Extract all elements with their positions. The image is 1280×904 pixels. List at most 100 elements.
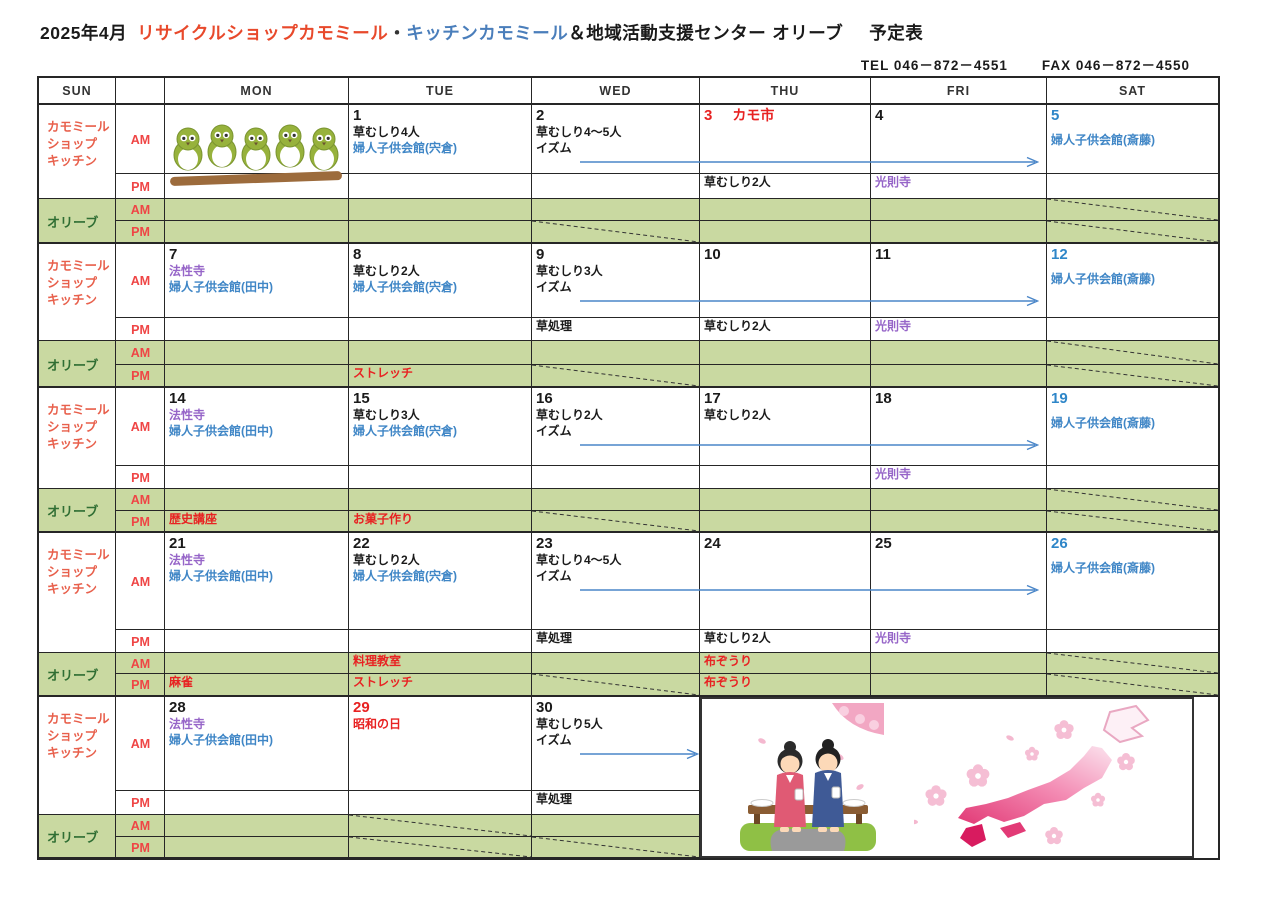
olive-row-label: オリーブ <box>39 814 116 858</box>
schedule-entry: イズム <box>536 279 572 294</box>
day-cell-am-tue: 29 昭和の日 <box>349 697 532 791</box>
olive-cell-am-mon <box>165 198 349 221</box>
kamomile-label-line: ショップ <box>47 564 98 579</box>
week-block-5: カモミール ショップ キッチン AM PM オリーブ AM PM 28 法性寺 婦人子供会館(田中)… <box>39 696 1218 858</box>
crossed-out-line <box>1047 511 1218 531</box>
kamomile-row-label: カモミール ショップ キッチン <box>39 697 116 815</box>
schedule-entry: 布ぞうり <box>704 675 753 689</box>
crossed-out-line <box>1047 221 1218 242</box>
olive-cell-am-thu <box>700 488 871 511</box>
schedule-entry: 草むしり2人 <box>704 408 771 422</box>
olive-cell-pm-fri <box>871 221 1047 243</box>
contact-info: TEL 046－872－4551 FAX 046－872－4550 <box>861 54 1190 74</box>
day-cell-am-mon: 21 法性寺 婦人子供会館(田中) <box>165 533 349 630</box>
day-cell-pm-sat <box>1047 630 1218 653</box>
title-recycle-shop: リサイクルショップカモミール <box>137 23 389 43</box>
schedule-entry: 草むしり2人 <box>704 631 771 645</box>
day-cell-pm-tue <box>349 791 532 815</box>
schedule-entry: 婦人子供会館(斎藤) <box>1051 133 1155 147</box>
day-cell-am-wed: 16 草むしり2人 イズム <box>532 388 700 466</box>
day-cell-pm-tue <box>349 630 532 653</box>
crossed-out-line <box>349 815 531 836</box>
crossed-out-line <box>1047 341 1218 364</box>
kamomile-label-line: キッチン <box>47 436 98 451</box>
day-number: 24 <box>704 535 721 552</box>
olive-cell-am-sat <box>1047 198 1218 221</box>
day-number: 12 <box>1051 246 1068 263</box>
crossed-out-line <box>1047 653 1218 673</box>
day-event-inline: カモ市 <box>732 107 775 123</box>
kamomile-label-line: ショップ <box>47 419 98 434</box>
olive-cell-pm-sat <box>1047 674 1218 696</box>
day-cell-pm-wed: 草処理 <box>532 630 700 653</box>
olive-cell-pm-thu <box>700 365 871 387</box>
olive-cell-am-mon <box>165 340 349 365</box>
olive-cell-pm-wed <box>532 674 700 696</box>
day-cell-pm-mon <box>165 318 349 341</box>
day-number: 5 <box>1051 107 1060 124</box>
day-cell-pm-mon <box>165 630 349 653</box>
day-cell-am-wed: 30 草むしり5人 イズム <box>532 697 700 791</box>
schedule-entry: 料理教室 <box>353 654 402 668</box>
day-number: 1 <box>353 107 362 124</box>
day-cell-am-tue: 1 草むしり4人 婦人子供会館(宍倉) <box>349 105 532 174</box>
kamomile-label-line: キッチン <box>47 153 98 168</box>
schedule-arrow <box>580 583 1040 596</box>
day-cell-am-tue: 15 草むしり3人 婦人子供会館(宍倉) <box>349 388 532 466</box>
olive-cell-am-mon <box>165 488 349 511</box>
day-cell-am-sat: 5 婦人子供会館(斎藤) <box>1047 105 1218 174</box>
olive-cell-am-wed <box>532 488 700 511</box>
day-number: 8 <box>353 246 362 263</box>
pm-label: PM <box>116 174 165 199</box>
japan-map-illustration <box>914 704 1150 847</box>
olive-cell-am-tue: 料理教室 <box>349 652 532 674</box>
crossed-out-line <box>532 221 699 242</box>
title-suffix: 予定表 <box>869 23 924 43</box>
crossed-out-line <box>532 674 699 695</box>
olive-cell-am-mon <box>165 652 349 674</box>
olive-cell-am-wed <box>532 340 700 365</box>
schedule-arrow <box>580 155 1040 168</box>
olive-cell-am-fri <box>871 652 1047 674</box>
olive-cell-pm-fri <box>871 511 1047 532</box>
olive-cell-am-wed <box>532 652 700 674</box>
day-number: 9 <box>536 246 545 263</box>
day-number: 23 <box>536 535 553 552</box>
olive-cell-pm-mon <box>165 365 349 387</box>
day-number: 3 カモ市 <box>704 107 775 124</box>
hanami-illustration <box>740 702 884 851</box>
schedule-entry: 草処理 <box>536 319 573 333</box>
day-number: 15 <box>353 390 370 407</box>
olive-cell-pm-mon: 麻雀 <box>165 674 349 696</box>
olive-cell-pm-mon <box>165 221 349 243</box>
day-number: 22 <box>353 535 370 552</box>
day-number: 21 <box>169 535 186 552</box>
olive-cell-am-wed <box>532 198 700 221</box>
olive-cell-pm-wed <box>532 837 700 858</box>
olive-cell-pm-sat <box>1047 221 1218 243</box>
schedule-entry: 草処理 <box>536 631 573 645</box>
day-number: 28 <box>169 699 186 716</box>
olive-cell-pm-thu <box>700 221 871 243</box>
olive-cell-am-tue <box>349 198 532 221</box>
schedule-entry: 草むしり4～5人 <box>536 125 622 139</box>
schedule-entry: 草むしり2人 <box>536 408 603 422</box>
olive-cell-pm-tue: ストレッチ <box>349 365 532 387</box>
day-number: 29 <box>353 699 370 716</box>
olive-cell-am-thu <box>700 198 871 221</box>
crossed-out-line <box>532 365 699 386</box>
day-cell-pm-tue <box>349 466 532 489</box>
fax-number: FAX 046－872－4550 <box>1041 58 1190 73</box>
olive-cell-am-tue <box>349 814 532 837</box>
day-cell-pm-tue <box>349 174 532 199</box>
schedule-entry: 昭和の日 <box>353 717 402 731</box>
calendar-table: SUN MON TUE WED THU FRI SAT カモミール ショップ キッチン AM PM オ… <box>37 76 1220 860</box>
am-label: AM <box>116 198 165 221</box>
pm-label: PM <box>116 221 165 243</box>
day-cell-pm-fri: 光則寺 <box>871 466 1047 489</box>
kamomile-label-line: ショップ <box>47 275 98 290</box>
birds-illustration <box>170 124 342 186</box>
schedule-entry: イズム <box>536 732 572 747</box>
am-label: AM <box>116 652 165 674</box>
olive-cell-pm-wed <box>532 365 700 387</box>
